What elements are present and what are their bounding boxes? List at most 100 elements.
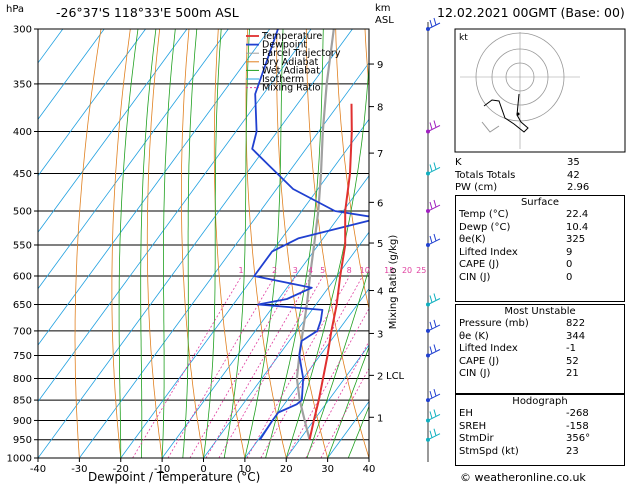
km-tick-label: 3 xyxy=(377,329,383,340)
mixing-ratio-label: 15 xyxy=(384,266,394,275)
km-tick-label: 9 xyxy=(377,60,383,71)
wet-adiabat-line xyxy=(244,29,284,458)
lcl-label: LCL xyxy=(386,371,405,382)
hodograph-frame xyxy=(454,28,626,153)
storm-motion-marker xyxy=(516,112,520,116)
wet-adiabat-line xyxy=(223,29,250,458)
dry-adiabat-line xyxy=(305,29,369,458)
mixing-ratio-label: 2 xyxy=(272,266,277,275)
mixing-ratio-line xyxy=(218,275,324,458)
pressure-tick-label: 1000 xyxy=(7,454,32,465)
temp-tick-label: 40 xyxy=(363,464,376,475)
mixing-ratio-label: 8 xyxy=(347,266,352,275)
temp-tick-label: 20 xyxy=(280,464,293,475)
pressure-tick-label: 900 xyxy=(13,416,32,427)
dry-adiabat-line xyxy=(146,29,163,458)
km-tick-label: 2 xyxy=(377,371,383,382)
wet-adiabat-line xyxy=(140,29,157,458)
km-tick-label: 4 xyxy=(377,287,383,298)
index-row: Totals Totals 42 xyxy=(455,169,580,181)
pressure-tick-label: 400 xyxy=(13,127,32,138)
dry-adiabat-line xyxy=(74,29,102,458)
wet-adiabat-line xyxy=(118,29,139,458)
wet-adiabat-line xyxy=(285,57,369,458)
dewpoint-line xyxy=(251,29,369,441)
wind-barb-icon xyxy=(427,120,441,132)
wet-adiabat-line xyxy=(161,29,176,458)
pressure-tick-label: 350 xyxy=(13,79,32,90)
isotherm-line xyxy=(285,344,369,458)
wind-barb-icon xyxy=(427,388,441,401)
isotherm-line xyxy=(38,29,271,346)
isotherm-line xyxy=(38,29,353,458)
surface-box: Surface Temp (°C) 22.4 Dewp (°C) 10.4 θe(K… xyxy=(455,195,625,302)
x-axis-title: Dewpoint / Temperature (°C) xyxy=(88,470,261,484)
wind-barb-icon xyxy=(427,409,441,421)
dry-adiabat-line xyxy=(181,29,204,458)
hodograph-trace xyxy=(483,93,529,133)
isotherm-line xyxy=(79,62,369,458)
pressure-tick-label: 850 xyxy=(13,396,32,407)
dry-adiabat-line xyxy=(213,29,246,458)
surface-row: CAPE (J) 0 xyxy=(459,259,573,270)
mixing-ratio-axis-title: Mixing Ratio (g/kg) xyxy=(388,235,399,330)
mixing-ratio-line xyxy=(286,307,369,458)
wind-barb-icon xyxy=(427,199,441,212)
mixing-ratio-label: 4 xyxy=(308,266,313,275)
surface-row: θe(K) 325 xyxy=(459,234,586,245)
isotherm-line xyxy=(161,175,369,458)
asl-label: ASL xyxy=(375,15,394,26)
pressure-tick-label: 650 xyxy=(13,300,32,311)
mixing-ratio-line xyxy=(320,367,369,458)
km-tick-label: 8 xyxy=(377,103,383,114)
mixing-ratio-line xyxy=(260,275,364,458)
isotherm-line xyxy=(38,29,188,233)
legend-label: Mixing Ratio xyxy=(262,83,321,94)
mixing-ratio-line xyxy=(189,275,297,458)
mixing-ratio-label: 10 xyxy=(360,266,370,275)
temperature-line xyxy=(308,103,353,440)
temp-tick-label: 10 xyxy=(239,464,252,475)
pressure-tick-label: 750 xyxy=(13,351,32,362)
legend-label: Dewpoint xyxy=(262,40,307,51)
pressure-tick-label: 600 xyxy=(13,271,32,282)
location-title: -26°37'S 118°33'E 500m ASL xyxy=(56,5,239,20)
wet-adiabat-line xyxy=(203,29,222,458)
legend-label: Dry Adiabat xyxy=(262,57,319,68)
mixing-ratio-label: 1 xyxy=(239,266,244,275)
index-row: K 35 xyxy=(455,157,580,168)
wind-barb-icon xyxy=(427,17,441,30)
pressure-tick-label: 550 xyxy=(13,240,32,251)
hodo-row: EH -268 xyxy=(459,408,589,419)
credit: © weatheronline.co.uk xyxy=(460,471,586,484)
mixing-ratio-line xyxy=(246,275,350,458)
hodograph-title: Hodograph xyxy=(512,396,568,407)
indices-block: K 35 Totals Totals 42 PW (cm) 2.96 xyxy=(455,157,625,195)
isotherm-line xyxy=(38,29,312,403)
dry-adiabat-line xyxy=(335,29,369,311)
wind-barb-icon xyxy=(427,319,441,332)
index-row: PW (cm) 2.96 xyxy=(455,182,590,193)
mu-row: CIN (J) 21 xyxy=(459,368,579,379)
surface-row: Temp (°C) 22.4 xyxy=(459,209,589,220)
mixing-ratio-label: 25 xyxy=(416,266,426,275)
wet-adiabat-line xyxy=(327,345,369,458)
isotherm-line xyxy=(38,29,146,177)
hodo-row: StmSpd (kt) 23 xyxy=(459,445,579,457)
isotherm-line xyxy=(203,231,369,458)
temp-tick-label: -20 xyxy=(113,464,129,475)
mixing-ratio-label: 3 xyxy=(293,266,298,275)
pressure-tick-label: 950 xyxy=(13,435,32,446)
temp-tick-label: 30 xyxy=(321,464,334,475)
pressure-tick-label: 500 xyxy=(13,207,32,218)
hodograph-box: Hodograph EH -268 SREH -158 StmDir 356° Stm… xyxy=(455,394,625,466)
hodo-row: SREH -158 xyxy=(459,420,589,432)
legend-label: Parcel Trajectory xyxy=(262,48,341,59)
hodograph-plot: kt xyxy=(454,28,626,153)
km-tick-label: 5 xyxy=(377,239,383,250)
parcel-trajectory-line xyxy=(295,29,335,440)
surface-row: Lifted Index 9 xyxy=(459,246,573,258)
wind-barb-icon xyxy=(427,162,441,174)
